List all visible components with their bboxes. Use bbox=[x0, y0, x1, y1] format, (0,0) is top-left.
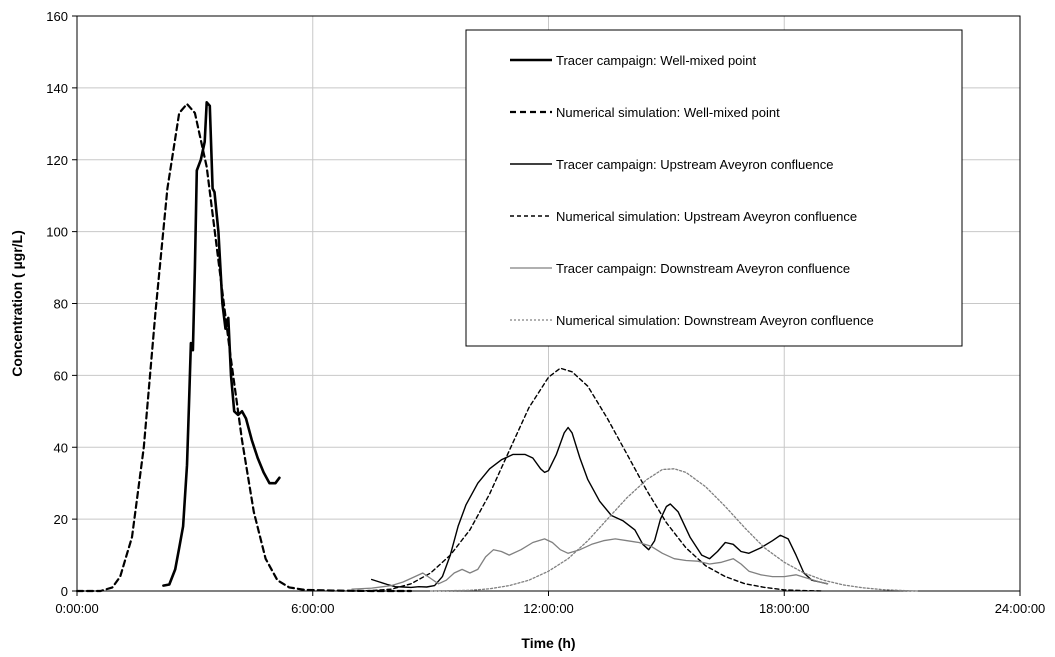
x-tick-label: 24:00:00 bbox=[995, 601, 1046, 616]
legend-label-2: Numerical simulation: Well-mixed point bbox=[556, 105, 780, 120]
y-tick-label: 80 bbox=[54, 297, 68, 312]
y-tick-label: 20 bbox=[54, 512, 68, 527]
legend: Tracer campaign: Well-mixed point Numeric… bbox=[465, 29, 963, 347]
legend-label-3: Tracer campaign: Upstream Aveyron conflu… bbox=[556, 157, 833, 172]
series-layer bbox=[75, 101, 919, 593]
legend-label-4: Numerical simulation: Upstream Aveyron c… bbox=[556, 209, 857, 224]
y-axis-title: Concentration ( µgr/L) bbox=[9, 230, 25, 377]
x-tick-label: 12:00:00 bbox=[523, 601, 574, 616]
x-tick-label: 6:00:00 bbox=[291, 601, 334, 616]
series-line-3 bbox=[371, 426, 829, 589]
y-tick-label: 60 bbox=[54, 368, 68, 383]
legend-label-5: Tracer campaign: Downstream Aveyron conf… bbox=[556, 261, 850, 276]
y-tick-label: 140 bbox=[46, 81, 68, 96]
legend-label-1: Tracer campaign: Well-mixed point bbox=[556, 53, 757, 68]
y-tick-label: 40 bbox=[54, 440, 68, 455]
y-tick-label: 160 bbox=[46, 9, 68, 24]
x-axis-title: Time (h) bbox=[521, 635, 575, 651]
series-line-6 bbox=[429, 468, 919, 592]
x-tick-label: 0:00:00 bbox=[55, 601, 98, 616]
series-line-4 bbox=[351, 367, 825, 592]
x-tick-label: 18:00:00 bbox=[759, 601, 810, 616]
series-line-2 bbox=[75, 102, 413, 593]
series-line-1 bbox=[162, 101, 281, 587]
y-tick-label: 120 bbox=[46, 153, 68, 168]
series-line-5 bbox=[351, 538, 829, 590]
axis-ticks: 0 20 40 60 80 100 120 140 160 0:00:00 6:00:00 12:00… bbox=[46, 9, 1045, 616]
y-tick-label: 100 bbox=[46, 225, 68, 240]
legend-label-6: Numerical simulation: Downstream Aveyron… bbox=[556, 313, 874, 328]
y-tick-label: 0 bbox=[61, 584, 68, 599]
legend-box bbox=[465, 29, 963, 347]
